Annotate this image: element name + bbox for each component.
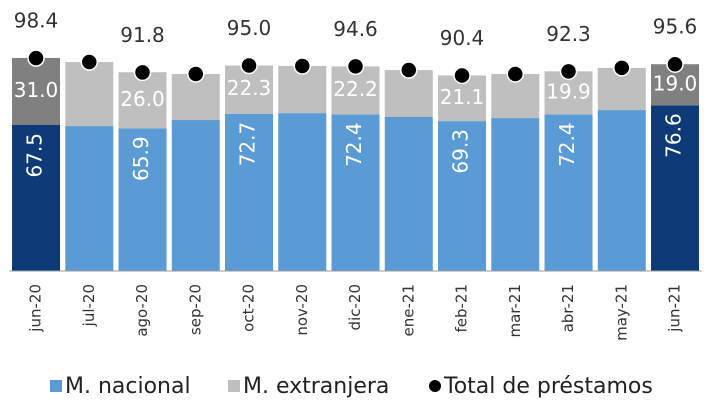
x-tick-label: mar-21 (506, 284, 524, 338)
bar-label: 31.0 (14, 78, 59, 102)
total-dot (400, 61, 418, 79)
bar-segment (225, 113, 274, 271)
x-tick-label: jul-20 (80, 284, 98, 327)
total-dot (133, 63, 152, 82)
bar-label: 22.3 (227, 76, 272, 100)
total-dot (80, 53, 99, 71)
x-tick-label: feb-21 (453, 284, 471, 333)
total-dot (453, 66, 471, 85)
total-label: 92.3 (546, 22, 591, 46)
bar-segment (491, 118, 540, 271)
bar-segment (118, 128, 167, 271)
bar-segment (597, 110, 646, 271)
total-label: 91.8 (120, 23, 165, 47)
bar-segment (65, 62, 114, 127)
bar-segment (331, 114, 380, 271)
total-label: 98.4 (14, 9, 59, 33)
x-tick-label: dic-20 (346, 284, 364, 330)
bar-label: 65.9 (129, 136, 153, 181)
total-dot (559, 62, 578, 81)
bar-segment (438, 121, 487, 272)
total-dot (187, 65, 205, 83)
bar-segment (544, 114, 593, 271)
legend-swatch (50, 380, 62, 392)
x-tick-label: jun-20 (27, 284, 45, 333)
legend-swatch (228, 380, 240, 392)
legend-label: Total de préstamos (443, 374, 653, 399)
x-tick-label: sep-20 (186, 284, 204, 335)
total-label: 95.6 (653, 15, 698, 39)
legend-swatch (429, 380, 441, 392)
bar-label: 72.4 (342, 122, 366, 167)
x-tick-label: ene-21 (399, 284, 417, 336)
x-tick-label: jun-21 (666, 284, 684, 333)
bar-segment (384, 116, 433, 271)
bar-segment (65, 126, 114, 271)
x-tick-label: abr-21 (559, 284, 577, 332)
bar-label: 76.6 (662, 113, 686, 158)
total-label: 95.0 (227, 16, 272, 40)
bar-label: 72.4 (555, 122, 579, 167)
x-tick-label: may-21 (612, 284, 630, 341)
x-tick-label: ago-20 (133, 284, 151, 337)
total-label: 90.4 (440, 26, 485, 50)
bar-segment (118, 72, 167, 129)
total-dot (666, 55, 684, 73)
bar-segment (171, 120, 220, 271)
bar-segment (278, 113, 327, 271)
bar-segment (12, 57, 61, 125)
bar-label: 67.5 (23, 133, 47, 178)
total-dot (506, 65, 525, 83)
total-dot (27, 49, 45, 67)
total-dot (346, 57, 365, 76)
bar-label: 72.7 (236, 122, 260, 167)
total-dot (240, 56, 258, 75)
bar-label: 21.1 (440, 85, 485, 109)
bar-segment (651, 105, 700, 271)
bar-label: 26.0 (120, 87, 165, 111)
bar-segment (12, 124, 61, 271)
x-tick-label: nov-20 (293, 284, 311, 336)
total-label: 94.6 (333, 17, 378, 41)
total-dot (613, 59, 631, 77)
bar-label: 22.2 (333, 77, 378, 101)
legend-label: M. nacional (65, 374, 191, 399)
bar-label: 19.9 (546, 79, 591, 103)
total-dot (293, 57, 312, 75)
x-tick-label: oct-20 (240, 284, 258, 332)
bar-label: 69.3 (449, 129, 473, 174)
legend-label: M. extranjera (243, 374, 389, 399)
bar-label: 19.0 (653, 71, 698, 95)
